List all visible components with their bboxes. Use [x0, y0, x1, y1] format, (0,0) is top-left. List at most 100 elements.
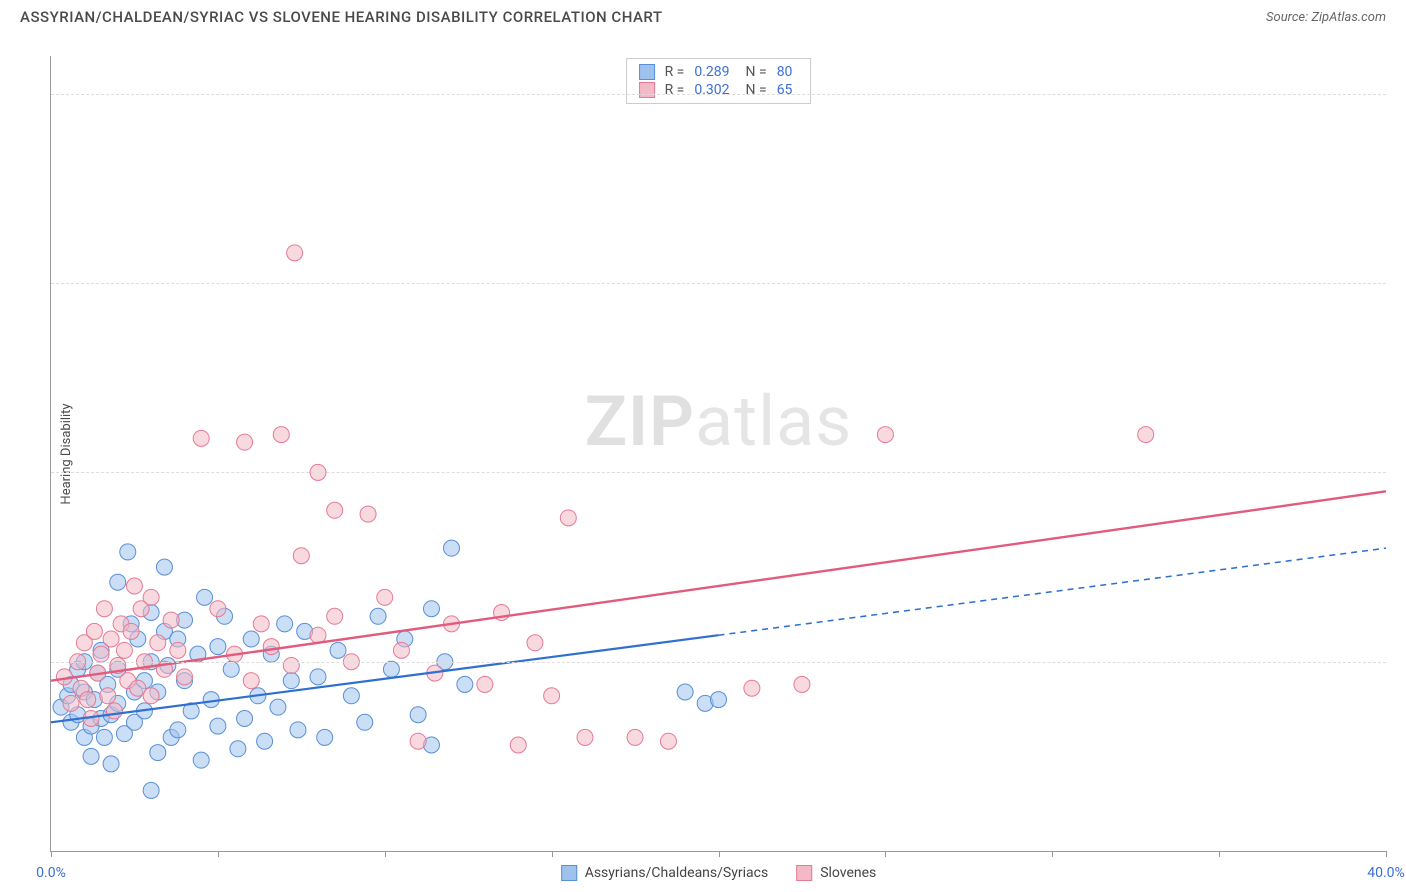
data-point	[126, 578, 142, 594]
data-point	[63, 695, 79, 711]
data-point	[370, 608, 386, 624]
data-point	[197, 589, 213, 605]
data-point	[577, 729, 593, 745]
data-point	[170, 722, 186, 738]
stat-n-label: N =	[746, 64, 767, 80]
data-point	[330, 642, 346, 658]
data-point	[377, 589, 393, 605]
data-point	[287, 245, 303, 261]
legend-swatch	[796, 865, 812, 881]
data-point	[393, 642, 409, 658]
data-point	[327, 608, 343, 624]
data-point	[103, 756, 119, 772]
data-point	[423, 601, 439, 617]
data-point	[343, 688, 359, 704]
data-point	[253, 616, 269, 632]
data-point	[116, 642, 132, 658]
legend-swatch	[561, 865, 577, 881]
data-point	[410, 707, 426, 723]
data-point	[193, 752, 209, 768]
data-point	[150, 635, 166, 651]
data-point	[510, 737, 526, 753]
bottom-legend: Assyrians/Chaldeans/Syriacs Slovenes	[561, 865, 877, 881]
data-point	[143, 688, 159, 704]
stat-n-label: N =	[746, 82, 767, 98]
x-tick	[1219, 851, 1220, 857]
data-point	[96, 601, 112, 617]
legend-item: Slovenes	[796, 865, 876, 881]
data-point	[410, 733, 426, 749]
data-point	[170, 642, 186, 658]
data-point	[106, 703, 122, 719]
legend-swatch	[639, 82, 655, 98]
stats-row: R =0.302N =65	[639, 81, 799, 99]
data-point	[660, 733, 676, 749]
data-point	[86, 623, 102, 639]
stats-row: R = 0.289 N = 80	[639, 63, 799, 81]
gridline	[51, 662, 1386, 663]
data-point	[357, 714, 373, 730]
legend-item: Assyrians/Chaldeans/Syriacs	[561, 865, 768, 881]
data-point	[243, 673, 259, 689]
stat-n-value: 80	[777, 64, 793, 80]
x-tick	[385, 851, 386, 857]
legend-label: Slovenes	[820, 865, 876, 881]
data-point	[273, 427, 289, 443]
y-tick-label: 15.0%	[1396, 275, 1406, 291]
chart-plot-area: Hearing Disability ZIPatlas R =0.289N =8…	[50, 56, 1386, 852]
chart-source: Source: ZipAtlas.com	[1266, 10, 1386, 25]
x-tick	[218, 851, 219, 857]
data-point	[110, 574, 126, 590]
stat-n-value: 65	[777, 82, 793, 98]
data-point	[120, 544, 136, 560]
data-point	[383, 661, 399, 677]
chart-title: ASSYRIAN/CHALDEAN/SYRIAC VS SLOVENE HEAR…	[20, 8, 663, 26]
data-point	[210, 718, 226, 734]
x-tick	[51, 851, 52, 857]
stat-r-label: R =	[665, 64, 685, 80]
data-point	[527, 635, 543, 651]
data-point	[143, 589, 159, 605]
data-point	[123, 623, 139, 639]
gridline	[51, 283, 1386, 284]
stat-r-value: 0.302	[694, 82, 729, 98]
data-point	[310, 669, 326, 685]
data-point	[877, 427, 893, 443]
data-point	[193, 430, 209, 446]
data-point	[163, 612, 179, 628]
x-tick	[1052, 851, 1053, 857]
data-point	[210, 639, 226, 655]
data-point	[100, 688, 116, 704]
scatter-svg	[51, 56, 1386, 851]
legend-label: Assyrians/Chaldeans/Syriacs	[585, 865, 768, 881]
data-point	[223, 661, 239, 677]
data-point	[156, 559, 172, 575]
x-tick	[885, 851, 886, 857]
y-tick-label: 10.0%	[1396, 464, 1406, 480]
data-point	[1138, 427, 1154, 443]
trend-line	[51, 491, 1386, 680]
stats-legend: R = 0.289 N = 80R = 0.302 N = 65	[626, 58, 812, 104]
data-point	[544, 688, 560, 704]
legend-swatch	[639, 64, 655, 80]
data-point	[444, 540, 460, 556]
data-point	[96, 729, 112, 745]
data-point	[150, 745, 166, 761]
data-point	[283, 658, 299, 674]
stat-r-value: 0.289	[694, 64, 729, 80]
data-point	[237, 434, 253, 450]
data-point	[257, 733, 273, 749]
y-tick-label: 5.0%	[1396, 654, 1406, 670]
data-point	[277, 616, 293, 632]
data-point	[243, 631, 259, 647]
data-point	[711, 692, 727, 708]
data-point	[327, 502, 343, 518]
x-tick	[1386, 851, 1387, 857]
data-point	[143, 782, 159, 798]
gridline	[51, 472, 1386, 473]
trend-line-dashed	[719, 548, 1387, 635]
gridline	[51, 94, 1386, 95]
data-point	[230, 741, 246, 757]
data-point	[293, 548, 309, 564]
x-tick	[552, 851, 553, 857]
